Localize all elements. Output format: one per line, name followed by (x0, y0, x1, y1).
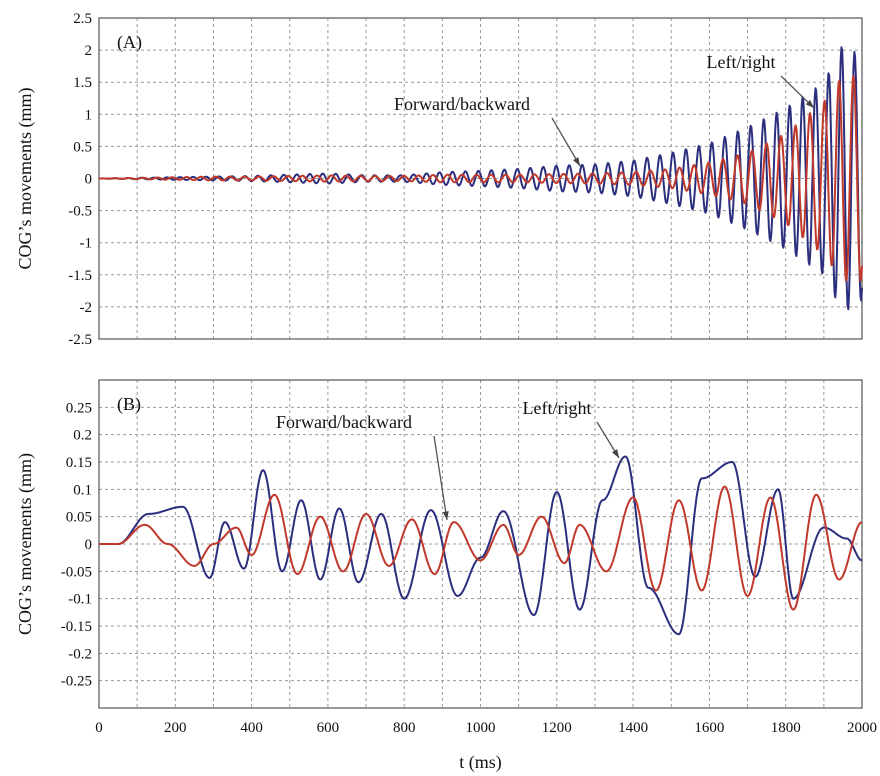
annotation-label: Forward/backward (394, 94, 530, 114)
y-tick-label: 0.5 (73, 139, 92, 155)
x-tick-label: 800 (393, 720, 416, 736)
y-tick-label: 2 (85, 43, 93, 59)
y-axis-label: COG’s movements (mm) (15, 453, 36, 635)
y-tick-label: -0.5 (68, 204, 92, 220)
y-tick-label: 0.05 (66, 510, 92, 526)
panel-label: (B) (117, 394, 141, 415)
annotation-arrowhead (442, 511, 449, 520)
x-tick-label: 400 (240, 720, 263, 736)
chart-panel-a: 2.5 2 1.5 1 0.5 0 -0.5 -1 -1.5 -2 -2.5 COG’s moveme… (15, 11, 863, 348)
x-tick-label: 1800 (771, 720, 801, 736)
annotation-arrow (433, 435, 448, 521)
x-tick-label: 0 (95, 720, 103, 736)
series-line-1 (98, 455, 863, 636)
y-tick-label: 0.25 (66, 400, 92, 416)
x-tick-label: 1200 (542, 720, 572, 736)
y-tick-label: 0 (85, 172, 93, 188)
grid-b (99, 380, 862, 708)
y-tick-label: 0 (85, 537, 93, 553)
y-tick-label: 0.1 (73, 482, 92, 498)
y-tick-label: 1.5 (73, 75, 92, 91)
annotation-arrow (551, 117, 581, 167)
y-tick-label: -2 (80, 300, 93, 316)
x-axis-label: t (ms) (459, 752, 502, 773)
y-tick-label: -1.5 (68, 268, 92, 284)
y-tick-label: -0.1 (68, 592, 92, 608)
panel-label: (A) (117, 32, 142, 53)
y-tick-label: -0.2 (68, 646, 92, 662)
annotation-label: Forward/backward (276, 412, 412, 432)
y-tick-label: 0.2 (73, 428, 92, 444)
x-tick-label: 200 (164, 720, 187, 736)
x-tick-label: 1600 (694, 720, 724, 736)
annotation-arrowhead (805, 99, 814, 108)
series-line-2 (98, 75, 863, 282)
y-tick-label: -1 (80, 236, 93, 252)
annotation-arrowhead (573, 157, 580, 166)
x-tick-label: 1400 (618, 720, 648, 736)
x-tick-label: 600 (317, 720, 340, 736)
y-tick-label: -2.5 (68, 332, 92, 348)
y-tick-label: -0.05 (61, 564, 92, 580)
x-tick-label: 1000 (466, 720, 496, 736)
y-tick-label: -0.15 (61, 619, 92, 635)
series-line-2 (98, 485, 863, 611)
annotation-label: Left/right (523, 398, 592, 418)
annotation-label: Left/right (707, 52, 776, 72)
x-tick-label: 2000 (847, 720, 877, 736)
chart-panel-b: 0.25 0.2 0.15 0.1 0.05 0 -0.05 -0.1 -0.15 -0.2 -0.… (15, 379, 877, 773)
y-tick-label: 1 (85, 107, 93, 123)
y-tick-label: 0.15 (66, 455, 92, 471)
y-tick-label: 2.5 (73, 11, 92, 27)
annotation-arrowhead (611, 449, 619, 458)
y-axis-label: COG’s movements (mm) (15, 88, 36, 270)
y-tick-label: -0.25 (61, 674, 92, 690)
